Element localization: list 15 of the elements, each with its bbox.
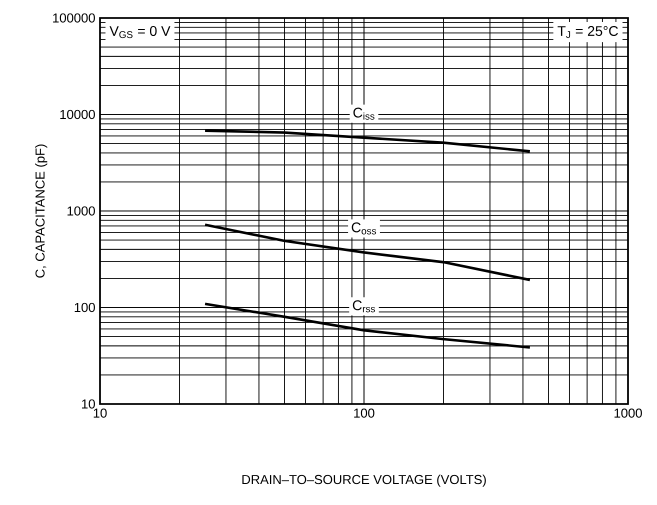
y-tick-label: 10: [82, 399, 95, 409]
y-tick-label: 10000: [60, 110, 95, 120]
series-label: C$_{oss}$: [352, 222, 376, 234]
y-tick-label: 100000: [53, 13, 95, 23]
y-tick-label: 1000: [68, 206, 95, 216]
x-axis-title: DRAIN–TO–SOURCE VOLTAGE (VOLTS): [242, 474, 486, 487]
x-tick-label: 10: [94, 408, 107, 418]
x-tick-label: 1000: [614, 408, 642, 418]
x-tick-label: 100: [354, 408, 374, 418]
annotation: T$_{J}$ = 25°C: [558, 26, 618, 38]
series-label: C$_{iss}$: [353, 108, 374, 120]
annotation: V$_{GS}$ = 0 V: [110, 26, 170, 38]
series-label: C$_{rss}$: [352, 300, 375, 312]
y-axis-title: C, CAPACITANCE (pF): [35, 144, 48, 278]
y-tick-label: 100: [74, 302, 95, 312]
